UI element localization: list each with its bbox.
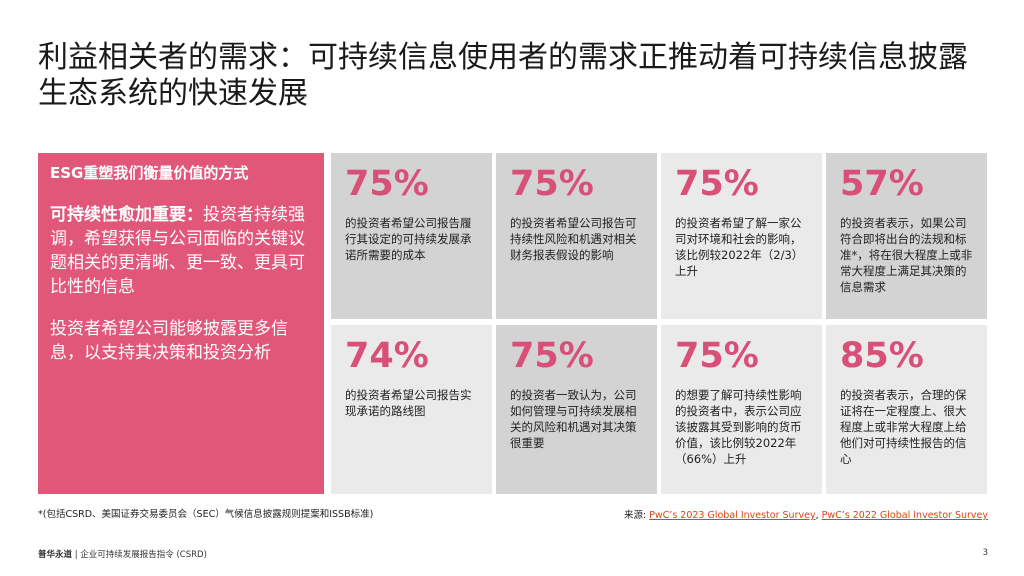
sidebar-paragraph-1-text: 投资者持续强调，希望获得与公司面临的关键议题相关的更清晰、更一致、更具可比性的信… bbox=[50, 205, 305, 297]
stat-percent: 75% bbox=[510, 336, 594, 376]
footnote: *(包括CSRD、美国证券交易委员会（SEC）气候信息披露规则提案和ISSB标准… bbox=[38, 509, 374, 520]
sidebar-paragraph-2: 投资者希望公司能够披露更多信息，以支持其决策和投资分析 bbox=[50, 319, 288, 363]
stat-description: 的投资者一致认为，公司如何管理与可持续发展相关的风险和机遇对其决策很重要 bbox=[510, 388, 637, 450]
source-separator: , bbox=[815, 510, 822, 521]
esg-sidebar: ESG重塑我们衡量价值的方式 可持续性愈加重要：投资者持续强调，希望获得与公司面… bbox=[38, 153, 324, 494]
source-link-2023[interactable]: PwC’s 2023 Global Investor Survey bbox=[649, 510, 816, 521]
sidebar-paragraph-1-bold: 可持续性愈加重要： bbox=[50, 205, 203, 225]
stat-description: 的想要了解可持续性影响的投资者中，表示公司应该披露其受到影响的货币价值，该比例较… bbox=[675, 388, 802, 466]
stat-percent: 75% bbox=[510, 164, 594, 204]
stat-description: 的投资者希望公司报告实现承诺的路线图 bbox=[345, 388, 472, 418]
brand-logo-text: 普华永道 bbox=[38, 550, 73, 560]
stat-percent: 75% bbox=[345, 164, 429, 204]
sidebar-paragraph-1: 可持续性愈加重要：投资者持续强调，希望获得与公司面临的关键议题相关的更清晰、更一… bbox=[50, 203, 312, 299]
stats-grid: 75% 的投资者希望公司报告履行其设定的可持续发展承诺所需要的成本 75% 的投… bbox=[331, 153, 988, 494]
source-citation: 来源: PwC’s 2023 Global Investor Survey, P… bbox=[624, 507, 988, 521]
stat-card: 75% 的投资者希望公司报告履行其设定的可持续发展承诺所需要的成本 bbox=[331, 153, 492, 319]
stat-card: 75% 的想要了解可持续性影响的投资者中，表示公司应该披露其受到影响的货币价值，… bbox=[661, 325, 822, 494]
footer-text: | 企业可持续发展报告指令 (CSRD) bbox=[72, 550, 207, 560]
source-link-2022[interactable]: PwC’s 2022 Global Investor Survey bbox=[821, 510, 988, 521]
stat-card: 75% 的投资者希望了解一家公司对环境和社会的影响，该比例较2022年（2/3）… bbox=[661, 153, 822, 319]
stat-card: 75% 的投资者一致认为，公司如何管理与可持续发展相关的风险和机遇对其决策很重要 bbox=[496, 325, 657, 494]
stat-percent: 75% bbox=[675, 336, 759, 376]
stat-description: 的投资者希望公司报告履行其设定的可持续发展承诺所需要的成本 bbox=[345, 216, 472, 262]
stat-percent: 74% bbox=[345, 336, 429, 376]
stat-card: 85% 的投资者表示，合理的保证将在一定程度上、很大程度上或非常大程度上给他们对… bbox=[826, 325, 987, 494]
stat-percent: 85% bbox=[840, 336, 924, 376]
stat-description: 的投资者表示，合理的保证将在一定程度上、很大程度上或非常大程度上给他们对可持续性… bbox=[840, 388, 967, 466]
sidebar-heading: ESG重塑我们衡量价值的方式 bbox=[50, 164, 249, 182]
stat-percent: 57% bbox=[840, 164, 924, 204]
source-label: 来源: bbox=[623, 510, 650, 521]
footer: 普华永道 | 企业可持续发展报告指令 (CSRD) bbox=[38, 548, 207, 560]
page-number: 3 bbox=[982, 548, 988, 558]
stat-percent: 75% bbox=[675, 164, 759, 204]
stat-card: 57% 的投资者表示，如果公司符合即将出台的法规和标准*，将在很大程度上或非常大… bbox=[826, 153, 987, 319]
stat-description: 的投资者表示，如果公司符合即将出台的法规和标准*，将在很大程度上或非常大程度上满… bbox=[840, 216, 973, 294]
page-title: 利益相关者的需求：可持续信息使用者的需求正推动着可持续信息披露生态系统的快速发展 bbox=[38, 40, 968, 111]
stat-card: 74% 的投资者希望公司报告实现承诺的路线图 bbox=[331, 325, 492, 494]
stat-description: 的投资者希望公司报告可持续性风险和机遇对相关财务报表假设的影响 bbox=[510, 216, 637, 262]
stat-card: 75% 的投资者希望公司报告可持续性风险和机遇对相关财务报表假设的影响 bbox=[496, 153, 657, 319]
stat-description: 的投资者希望了解一家公司对环境和社会的影响，该比例较2022年（2/3）上升 bbox=[675, 216, 804, 278]
